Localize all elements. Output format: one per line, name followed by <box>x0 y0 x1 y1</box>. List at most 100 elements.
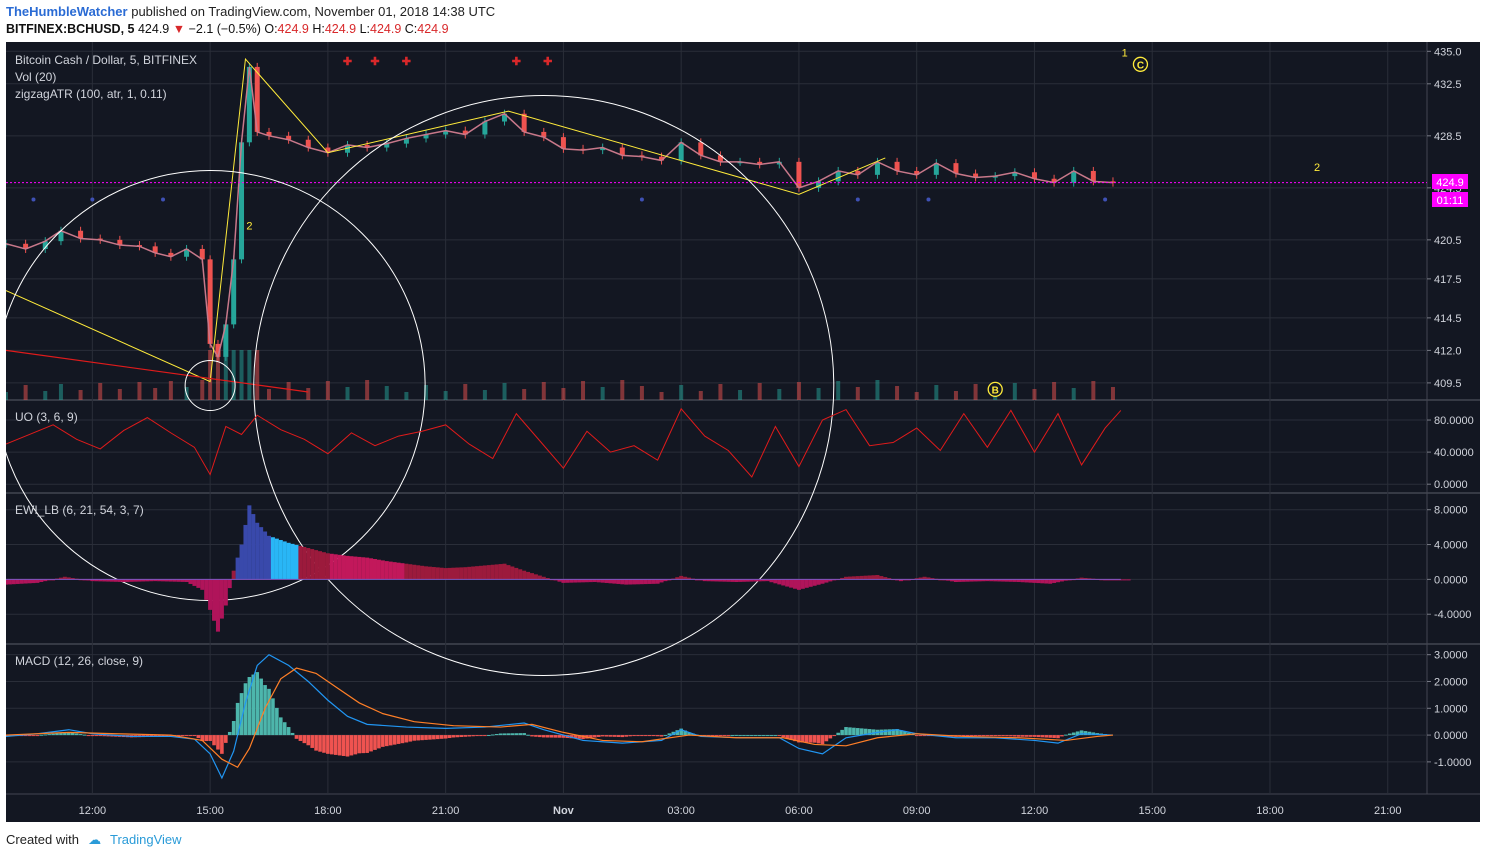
ewi-bar <box>294 544 299 580</box>
ewi-bar <box>765 579 770 582</box>
axis-tick-label: 3.0000 <box>1434 650 1468 662</box>
ewi-bar <box>961 579 966 582</box>
ewi-bar <box>153 579 158 582</box>
macd-histogram-bar <box>212 735 216 746</box>
ewi-bar <box>388 561 393 580</box>
macd-histogram-bar <box>306 735 311 746</box>
ewi-bar <box>761 579 766 582</box>
ewi-bar <box>989 579 994 582</box>
volume-bar <box>561 388 566 400</box>
tradingview-brand-link[interactable]: TradingView <box>110 832 182 847</box>
macd-histogram-bar <box>35 735 40 737</box>
macd-histogram-bar <box>381 735 385 747</box>
ewi-bar <box>98 579 103 582</box>
ewi-bar <box>816 579 821 585</box>
axis-tick-label: 2.0000 <box>1434 676 1468 688</box>
macd-histogram-bar <box>384 735 389 747</box>
volume-bar <box>267 389 272 400</box>
macd-histogram-bar <box>804 735 809 743</box>
macd-histogram-bar <box>216 735 220 750</box>
macd-histogram-bar <box>1079 730 1084 736</box>
macd-histogram-bar <box>993 735 998 737</box>
chart-canvas[interactable]: 212345CB✚✚✚✚✚ 435.0432.5428.5424.5420.54… <box>6 42 1480 822</box>
ewi-bar <box>522 570 527 580</box>
candle-body <box>462 130 468 135</box>
macd-histogram-bar <box>549 735 554 738</box>
macd-histogram-bar <box>730 735 735 737</box>
ewi-bar <box>412 564 417 580</box>
price-axes[interactable]: 435.0432.5428.5424.5420.5417.5414.5412.0… <box>1427 46 1474 769</box>
ewi-bar <box>184 579 189 582</box>
volume-bar <box>973 384 978 400</box>
macd-histogram-bar <box>773 735 778 737</box>
ewi-bar <box>365 557 370 580</box>
ewi-bar <box>581 579 586 583</box>
ewi-bar <box>137 579 142 582</box>
ewi-bar <box>1008 579 1013 582</box>
ewi-bar <box>702 579 707 582</box>
macd-histogram-bar <box>298 735 303 741</box>
ewi-bar <box>459 567 464 580</box>
ewi-bar <box>930 578 935 580</box>
ewi-bar <box>471 566 476 580</box>
volume-bar <box>482 390 487 400</box>
volume-bar <box>306 388 311 400</box>
volume-bar <box>365 380 370 400</box>
ewi-bar <box>561 579 566 583</box>
macd-histogram-bar <box>490 734 495 736</box>
chart-header: TheHumbleWatcher published on TradingVie… <box>0 0 1487 42</box>
time-axis[interactable]: 12:00 15:00 18:00 21:00 Nov 03:00 06:00 09:00 12… <box>79 805 1402 817</box>
volume-bar <box>443 391 448 400</box>
macd-histogram-bar <box>224 735 228 743</box>
ewi-bar <box>738 579 743 582</box>
ewi-bar <box>871 575 876 580</box>
wave-label: 2 <box>1314 162 1320 174</box>
macd-histogram-bar <box>1036 735 1041 738</box>
volume-bar <box>1052 382 1057 400</box>
macd-histogram-bar <box>891 729 895 736</box>
candle-body <box>384 143 390 148</box>
volume-bar <box>816 388 821 400</box>
macd-histogram-bar <box>518 733 523 736</box>
macd-histogram-bar <box>561 735 566 738</box>
macd-histogram-bar <box>808 735 813 743</box>
ewi-bar <box>675 577 680 580</box>
ewi-bar <box>926 577 931 580</box>
macd-histogram-bar <box>110 735 114 737</box>
macd-histogram-bar <box>538 735 542 738</box>
uo-pane[interactable] <box>6 407 1122 478</box>
candle-body <box>152 246 158 253</box>
countdown-tag-text: 01:11 <box>1437 195 1464 207</box>
ewi-bar <box>212 579 217 621</box>
ewi-bar <box>569 579 574 583</box>
candle-body <box>168 252 174 257</box>
volume-bar <box>345 387 350 400</box>
symbol-label[interactable]: BITFINEX:BCHUSD, 5 <box>6 22 135 36</box>
macd-histogram-bar <box>1064 734 1068 736</box>
macd-histogram-bar <box>443 735 448 739</box>
candle-body <box>1012 172 1018 177</box>
ewi-bar <box>769 579 774 583</box>
ewi-bar <box>200 579 205 590</box>
candle-body <box>325 147 331 153</box>
candle-body <box>23 243 29 249</box>
ewi-bar <box>973 579 978 582</box>
volume-bar <box>718 384 723 400</box>
macd-histogram-bar <box>914 735 919 737</box>
ewi-bar <box>533 574 538 580</box>
author-link[interactable]: TheHumbleWatcher <box>6 4 128 19</box>
macd-histogram-bar <box>801 735 805 743</box>
macd-histogram-bar <box>797 735 801 743</box>
last-price-tag <box>1432 174 1468 189</box>
macd-pane[interactable] <box>6 653 1114 780</box>
volume-bar <box>796 382 801 400</box>
ewi-pane[interactable] <box>6 505 1131 632</box>
price-pane[interactable]: 212345CB✚✚✚✚✚ <box>6 42 1480 676</box>
macd-histogram-bar <box>647 735 652 737</box>
ewi-bar <box>643 579 648 585</box>
axis-tick-label: 412.0 <box>1434 345 1462 357</box>
volume-bar <box>679 385 684 400</box>
candle-body <box>246 66 252 143</box>
macd-histogram-bar <box>1075 731 1080 736</box>
macd-histogram-bar <box>514 733 519 736</box>
